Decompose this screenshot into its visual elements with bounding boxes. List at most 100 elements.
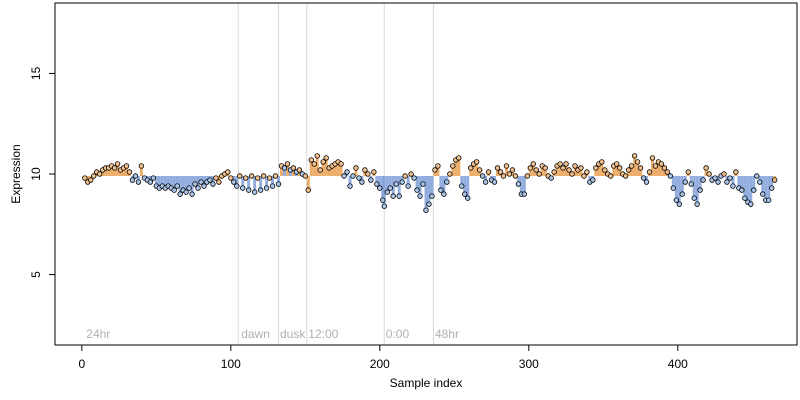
plot-frame	[54, 2, 798, 346]
deviation-bar	[385, 176, 389, 193]
data-point	[643, 179, 650, 185]
deviation-bar	[336, 161, 340, 177]
deviation-bar	[579, 167, 583, 177]
deviation-bar	[125, 165, 129, 177]
data-point	[135, 179, 142, 185]
deviation-bar	[172, 176, 176, 191]
data-point	[548, 175, 554, 181]
deviation-bar	[484, 176, 488, 183]
deviation-bar	[653, 165, 657, 177]
data-point	[399, 179, 405, 185]
data-point	[171, 187, 177, 193]
data-point	[447, 171, 453, 177]
deviation-bar	[680, 176, 684, 195]
data-point	[374, 181, 380, 187]
data-point	[661, 165, 668, 171]
data-point	[96, 171, 103, 177]
deviation-bar	[618, 167, 622, 177]
data-point	[509, 167, 516, 173]
data-point	[676, 201, 682, 207]
deviation-bar	[247, 176, 251, 191]
data-point	[426, 201, 432, 207]
deviation-bar	[321, 161, 325, 177]
data-point	[429, 193, 435, 199]
deviation-bar	[475, 161, 479, 177]
data-point	[420, 181, 426, 187]
data-point	[456, 155, 462, 161]
deviation-bar	[163, 176, 167, 189]
deviation-bar	[309, 159, 313, 177]
deviation-bar	[698, 176, 702, 191]
deviation-bar	[388, 176, 392, 189]
data-point	[284, 161, 291, 167]
data-point	[533, 167, 539, 173]
y-tick-label: 10	[29, 167, 43, 181]
deviation-bar	[421, 176, 425, 185]
data-point	[560, 165, 566, 171]
deviation-bar	[148, 176, 152, 183]
data-point	[622, 173, 629, 179]
deviation-bar	[758, 176, 762, 183]
data-point	[465, 195, 471, 201]
data-point	[362, 167, 368, 173]
deviation-bar	[166, 176, 170, 187]
x-tick-label: 400	[668, 357, 688, 371]
data-point	[308, 157, 314, 163]
deviation-bar	[202, 176, 206, 187]
data-point	[450, 163, 456, 169]
x-tick-label: 100	[221, 357, 241, 371]
deviation-bar	[136, 176, 140, 183]
deviation-bar	[469, 167, 473, 177]
data-point	[667, 173, 674, 179]
data-point	[213, 175, 219, 181]
data-point	[482, 179, 489, 185]
data-point	[748, 201, 754, 207]
deviation-bar	[259, 176, 263, 191]
data-point	[290, 165, 297, 171]
data-point	[494, 165, 501, 171]
data-point	[243, 175, 249, 181]
data-point	[88, 177, 94, 183]
deviation-bar	[169, 176, 173, 189]
data-point	[254, 175, 261, 181]
data-point	[551, 169, 557, 175]
deviation-bar	[478, 169, 482, 177]
deviation-bar	[656, 161, 660, 177]
data-point	[712, 175, 718, 181]
deviation-bar	[567, 169, 571, 177]
deviation-bar	[519, 176, 523, 195]
data-point	[688, 181, 694, 187]
data-point	[350, 173, 356, 179]
deviation-bar	[327, 167, 331, 177]
data-point	[578, 165, 584, 171]
deviation-bar	[770, 176, 774, 189]
data-point	[417, 193, 423, 199]
deviation-bar	[318, 169, 322, 177]
annotation-label: 12:00	[308, 327, 338, 341]
deviation-bar	[107, 167, 111, 177]
data-point	[479, 173, 486, 179]
data-point	[599, 159, 605, 165]
annotation-label: dusk	[280, 327, 306, 341]
data-point	[512, 173, 519, 179]
data-point	[314, 153, 320, 159]
data-point	[751, 187, 757, 193]
data-point	[742, 195, 748, 201]
data-point	[195, 185, 201, 191]
data-point	[245, 187, 252, 193]
data-point	[347, 183, 353, 189]
deviation-bar	[271, 176, 275, 187]
deviation-bar	[354, 167, 358, 177]
data-point	[664, 169, 671, 175]
deviation-bar	[190, 176, 194, 195]
data-point	[679, 191, 685, 197]
deviation-bar	[704, 167, 708, 177]
data-point	[228, 175, 234, 181]
data-point	[563, 161, 569, 167]
deviation-bar	[184, 176, 188, 193]
data-point	[727, 175, 733, 181]
data-point	[500, 173, 507, 179]
deviation-bar	[740, 176, 744, 191]
data-point	[414, 187, 420, 193]
